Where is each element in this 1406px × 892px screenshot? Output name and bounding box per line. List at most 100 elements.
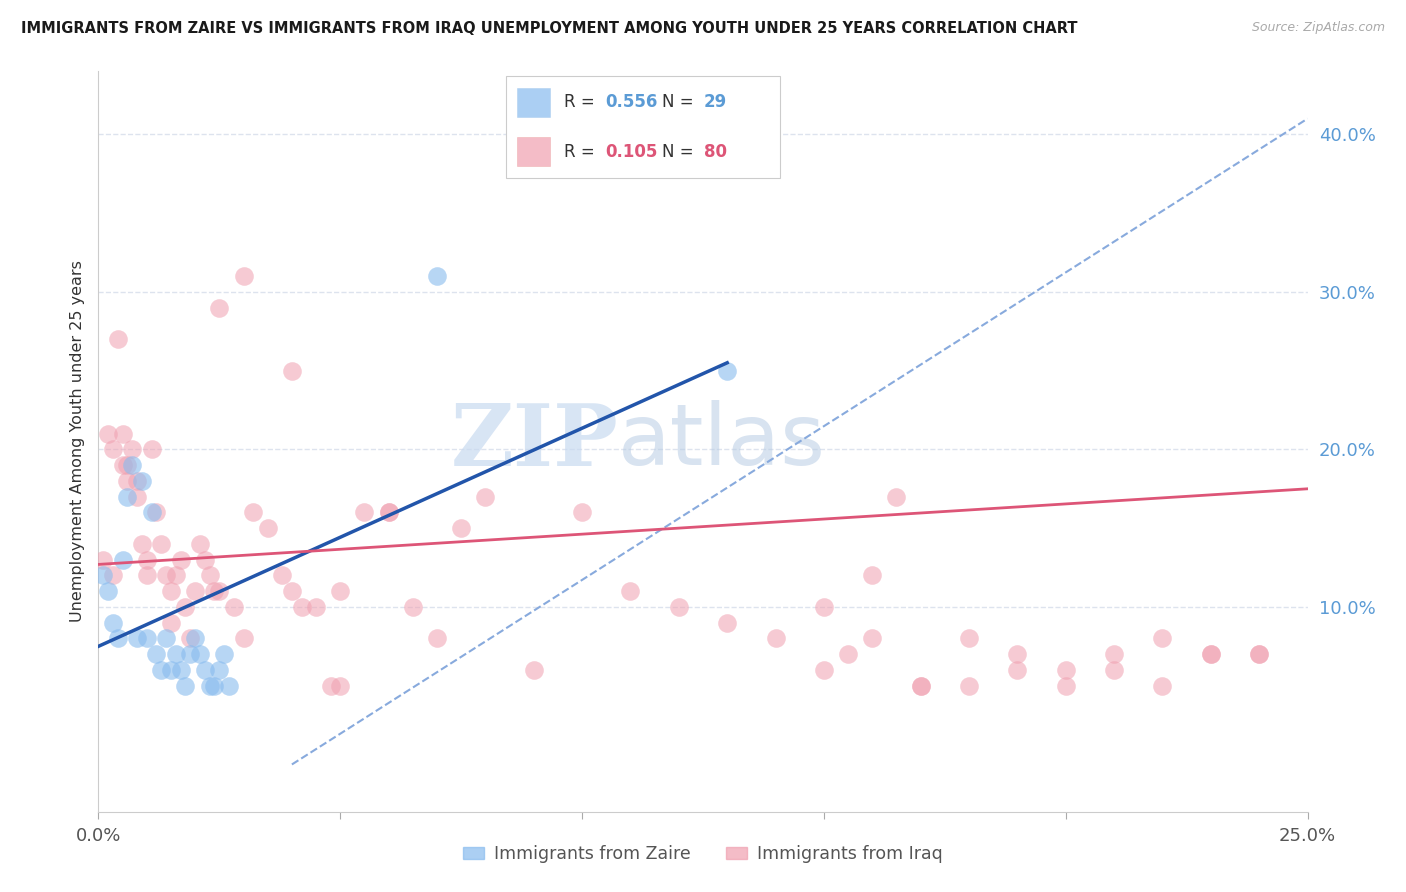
Point	[155, 632, 177, 646]
Point	[174, 679, 197, 693]
Point	[523, 663, 546, 677]
Point	[305, 599, 328, 614]
Point	[1054, 679, 1077, 693]
Point	[377, 505, 399, 519]
Point	[377, 505, 399, 519]
Bar	[517, 137, 550, 166]
Point	[131, 537, 153, 551]
Text: N =: N =	[662, 94, 699, 112]
Point	[135, 552, 157, 566]
Point	[1249, 647, 1271, 661]
Point	[319, 679, 342, 693]
Text: 0.556: 0.556	[605, 94, 657, 112]
Point	[218, 679, 240, 693]
Point	[141, 442, 163, 457]
Point	[886, 490, 908, 504]
Point	[131, 474, 153, 488]
Point	[910, 679, 932, 693]
Point	[290, 599, 312, 614]
Point	[101, 615, 124, 630]
Point	[329, 679, 352, 693]
Point	[1152, 679, 1174, 693]
Point	[222, 599, 245, 614]
Point	[198, 679, 221, 693]
Point	[127, 632, 149, 646]
Point	[765, 632, 787, 646]
Point	[194, 552, 217, 566]
Point	[716, 364, 738, 378]
Point	[150, 663, 173, 677]
Point	[188, 537, 211, 551]
Point	[957, 679, 980, 693]
Point	[813, 663, 835, 677]
Text: 0.105: 0.105	[605, 143, 657, 161]
Point	[1007, 647, 1029, 661]
Point	[813, 599, 835, 614]
Point	[184, 632, 207, 646]
Point	[1199, 647, 1222, 661]
Point	[174, 599, 197, 614]
Point	[910, 679, 932, 693]
Point	[117, 458, 139, 472]
Text: R =: R =	[564, 143, 600, 161]
Point	[232, 269, 254, 284]
Point	[1249, 647, 1271, 661]
Point	[117, 474, 139, 488]
Point	[169, 552, 191, 566]
Point	[184, 584, 207, 599]
Point	[232, 632, 254, 646]
Point	[91, 568, 114, 582]
Point	[111, 458, 134, 472]
Bar	[517, 88, 550, 117]
Text: ZIP: ZIP	[450, 400, 619, 483]
Point	[450, 521, 472, 535]
Point	[353, 505, 375, 519]
Text: IMMIGRANTS FROM ZAIRE VS IMMIGRANTS FROM IRAQ UNEMPLOYMENT AMONG YOUTH UNDER 25 : IMMIGRANTS FROM ZAIRE VS IMMIGRANTS FROM…	[21, 21, 1077, 36]
Point	[165, 568, 187, 582]
Point	[1152, 632, 1174, 646]
Text: 80: 80	[703, 143, 727, 161]
Point	[179, 632, 201, 646]
Point	[1007, 663, 1029, 677]
Point	[1102, 663, 1125, 677]
Point	[957, 632, 980, 646]
Point	[281, 364, 304, 378]
Point	[179, 647, 201, 661]
Text: Source: ZipAtlas.com: Source: ZipAtlas.com	[1251, 21, 1385, 34]
Point	[208, 301, 231, 315]
Point	[107, 332, 129, 346]
Point	[256, 521, 278, 535]
Point	[1199, 647, 1222, 661]
Point	[91, 552, 114, 566]
Legend: Immigrants from Zaire, Immigrants from Iraq: Immigrants from Zaire, Immigrants from I…	[456, 838, 950, 870]
Point	[208, 584, 231, 599]
Point	[160, 663, 183, 677]
Point	[155, 568, 177, 582]
Point	[329, 584, 352, 599]
Point	[165, 647, 187, 661]
Point	[121, 442, 143, 457]
Point	[204, 679, 226, 693]
Point	[619, 584, 641, 599]
Text: 29: 29	[703, 94, 727, 112]
Point	[117, 490, 139, 504]
Point	[160, 615, 183, 630]
Text: atlas: atlas	[619, 400, 827, 483]
Point	[169, 663, 191, 677]
Point	[135, 632, 157, 646]
Point	[281, 584, 304, 599]
Point	[571, 505, 593, 519]
Point	[668, 599, 690, 614]
Point	[198, 568, 221, 582]
Point	[107, 632, 129, 646]
Point	[242, 505, 264, 519]
Point	[111, 426, 134, 441]
Point	[204, 584, 226, 599]
Point	[837, 647, 859, 661]
Point	[402, 599, 425, 614]
Point	[1102, 647, 1125, 661]
Text: N =: N =	[662, 143, 699, 161]
Point	[426, 632, 449, 646]
Point	[141, 505, 163, 519]
Point	[1054, 663, 1077, 677]
